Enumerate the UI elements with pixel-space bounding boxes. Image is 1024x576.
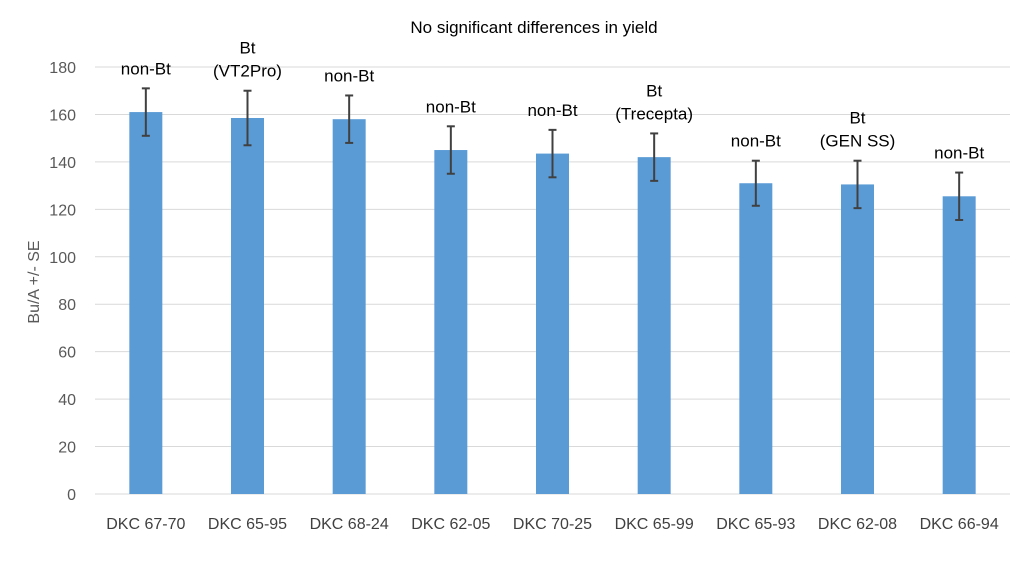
x-tick-label: DKC 68-24 <box>310 516 389 533</box>
error-bars <box>141 87 964 222</box>
bar-annotation: (GEN SS) <box>820 132 896 151</box>
bar <box>739 183 773 494</box>
bar-annotation: non-Bt <box>934 144 984 163</box>
bar-annotation: (Trecepta) <box>615 104 693 123</box>
y-tick-label: 160 <box>49 107 76 124</box>
x-tick-label: DKC 65-95 <box>208 516 287 533</box>
x-tick-label: DKC 70-25 <box>513 516 592 533</box>
x-tick-label: DKC 62-08 <box>818 516 897 533</box>
x-tick-label: DKC 62-05 <box>411 516 490 533</box>
bar-annotation: non-Bt <box>324 66 374 85</box>
bar-annotation: Bt <box>646 81 662 100</box>
y-tick-label: 40 <box>58 392 76 409</box>
bars <box>129 112 976 495</box>
chart-title: No significant differences in yield <box>410 18 657 37</box>
bar <box>434 150 468 494</box>
bar <box>841 184 874 495</box>
y-tick-label: 0 <box>67 487 76 504</box>
bar-annotation: non-Bt <box>426 97 476 116</box>
bar-annotation: Bt <box>849 109 865 128</box>
bar <box>129 112 163 495</box>
x-tick-labels: DKC 67-70 DKC 65-95 DKC 68-24 DKC 62-05 DKC … <box>106 516 999 533</box>
bar-annotation: non-Bt <box>527 101 577 120</box>
y-tick-labels: 0 20 40 60 80 100 120 140 160 180 <box>49 60 76 504</box>
bar <box>637 157 671 494</box>
bar-annotation: non-Bt <box>121 59 171 78</box>
bar-annotation: (VT2Pro) <box>213 62 282 81</box>
y-tick-label: 180 <box>49 60 76 77</box>
bar <box>231 118 264 494</box>
x-tick-label: DKC 65-93 <box>716 516 795 533</box>
y-tick-label: 80 <box>58 297 76 314</box>
bar-annotations: non-Bt Bt (VT2Pro) non-Bt non-Bt non-Bt Bt (Tre… <box>121 39 985 163</box>
x-tick-label: DKC 65-99 <box>615 516 694 533</box>
x-tick-label: DKC 66-94 <box>920 516 999 533</box>
y-tick-label: 60 <box>58 345 76 362</box>
bar-annotation: Bt <box>239 39 255 58</box>
y-tick-label: 100 <box>49 250 76 267</box>
bar <box>332 119 366 494</box>
y-axis-label: Bu/A +/- SE <box>26 240 43 323</box>
bar <box>536 153 569 494</box>
y-tick-label: 140 <box>49 155 76 172</box>
bar-annotation: non-Bt <box>731 132 781 151</box>
bar <box>942 196 976 494</box>
x-tick-label: DKC 67-70 <box>106 516 185 533</box>
y-tick-label: 20 <box>58 440 76 457</box>
y-tick-label: 120 <box>49 202 76 219</box>
